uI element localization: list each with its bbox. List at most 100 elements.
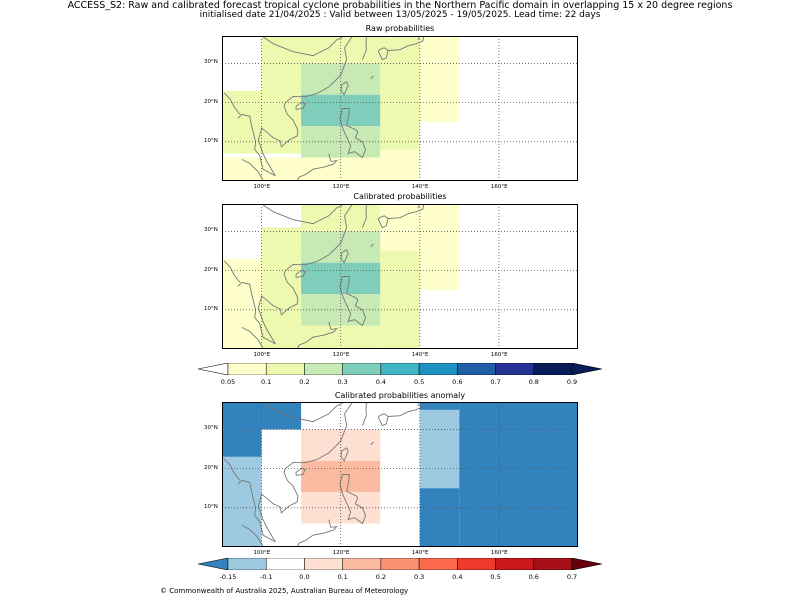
coastline-11: [388, 36, 425, 51]
colorbar-segment: [342, 363, 382, 375]
coastline-9: [361, 204, 367, 228]
colorbar-segment: [227, 558, 267, 570]
map-frame: [222, 402, 578, 547]
lon-tick-label: 120°E: [332, 550, 350, 556]
colorbar-segment: [265, 558, 305, 570]
colorbar-segment: [418, 558, 458, 570]
region-cell-5: [419, 51, 460, 123]
colorbar-tick-label: 0.0: [299, 573, 310, 581]
colorbar-segment: [227, 363, 267, 375]
coastline-1: [257, 204, 353, 345]
coastline-0: [261, 402, 345, 423]
coastline-1: [257, 402, 353, 543]
lon-tick-label: 160°E: [490, 352, 508, 358]
colorbar-over-arrow: [571, 558, 602, 570]
coastline-6: [340, 81, 349, 96]
lon-tick-label: 140°E: [411, 352, 429, 358]
coastline-12: [370, 441, 374, 446]
raw-probabilities-map: [222, 36, 578, 181]
coastline-12: [370, 75, 374, 80]
coastline-9: [361, 36, 367, 60]
colorbar-tick-label: 0.9: [566, 378, 578, 386]
colorbar-tick-label: 0.3: [413, 573, 425, 581]
lon-tick-label: 160°E: [490, 550, 508, 556]
coastline-0: [261, 204, 345, 225]
colorbar-segment: [495, 363, 535, 375]
lat-tick-label: 30°N: [204, 227, 218, 234]
colorbar-segment: [457, 363, 496, 375]
panel-title-calibrated: Calibrated probabilities: [353, 192, 447, 201]
colorbar-tick-label: 0.7: [490, 378, 501, 386]
colorbar-segment: [457, 558, 496, 570]
panel-title-anomaly: Calibrated probabilities anomaly: [334, 391, 466, 400]
coastline-6: [340, 249, 349, 264]
colorbar-segment: [533, 558, 573, 570]
colorbar-tick-label: 0.2: [299, 378, 310, 386]
colorbar-tick-label: 0.8: [528, 378, 539, 386]
region-cell-11: [380, 149, 420, 181]
colorbar-tick-label: 0.7: [566, 573, 578, 581]
colorbar-under-arrow: [198, 558, 229, 570]
colorbar-segment: [495, 558, 535, 570]
lon-tick-label: 160°E: [490, 184, 508, 190]
region-cell-7: [261, 251, 302, 349]
coastline-6: [340, 447, 349, 462]
region-cell-3: [301, 231, 381, 263]
region-cell-4: [380, 251, 420, 349]
lon-tick-label: 100°E: [253, 184, 271, 190]
colorbar-tick-label: 0.4: [375, 378, 387, 386]
coastline-4: [241, 326, 264, 349]
coastline-11: [388, 402, 425, 417]
lat-tick-label: 20°N: [204, 266, 218, 273]
copyright-footer: © Commonwealth of Australia 2025, Austra…: [160, 587, 409, 595]
region-cell-2: [261, 227, 302, 252]
colorbar-tick-label: 0.4: [452, 573, 463, 581]
colorbar-tick-label: 0.5: [490, 573, 501, 581]
coastline-4: [241, 524, 264, 547]
region-cell-7: [261, 83, 302, 154]
lon-tick-label: 140°E: [411, 184, 429, 190]
colorbar-tick-label: -0.1: [259, 573, 273, 581]
lat-tick-label: 10°N: [204, 137, 218, 144]
lat-tick-label: 20°N: [204, 464, 218, 471]
lon-tick-label: 140°E: [411, 550, 429, 556]
region-cell-10: [301, 325, 381, 349]
panel-title-raw: Raw probabilities: [365, 24, 435, 33]
region-cell-6: [222, 258, 262, 349]
region-cell-0: [301, 36, 381, 64]
lon-tick-label: 120°E: [332, 352, 350, 358]
colorbar-segment: [418, 363, 458, 375]
region-cell-2: [222, 456, 262, 547]
figure-subtitle: initialised date 21/04/2025 : Valid betw…: [199, 10, 601, 20]
coastline-11: [388, 204, 425, 219]
probability-colorbar: [198, 363, 602, 375]
colorbar-segment: [380, 558, 420, 570]
colorbar-segment: [533, 363, 573, 375]
lat-tick-label: 10°N: [204, 305, 218, 312]
region-cell-2: [261, 36, 302, 84]
calibrated-anomaly-map: [222, 402, 578, 547]
coastline-12: [370, 243, 374, 248]
map-frame: [222, 204, 578, 349]
coastline-8: [296, 321, 338, 349]
coastline-1: [257, 36, 353, 177]
lon-tick-label: 100°E: [253, 550, 271, 556]
region-cell-9: [419, 402, 460, 410]
coastline-0: [261, 36, 345, 57]
region-cell-3: [301, 63, 381, 95]
colorbar-over-arrow: [571, 363, 602, 375]
region-cell-3: [301, 429, 381, 461]
colorbar-tick-label: 0.1: [337, 573, 348, 581]
colorbar-segment: [380, 363, 420, 375]
region-cell-7: [459, 402, 578, 547]
coastline-7: [339, 108, 367, 159]
region-cell-0: [301, 204, 381, 232]
colorbar-tick-label: 0.2: [375, 573, 387, 581]
colorbar-tick-label: 0.3: [337, 378, 348, 386]
colorbar-tick-label: 0.05: [220, 378, 236, 386]
colorbar-segment: [265, 363, 305, 375]
region-cell-4: [380, 36, 420, 150]
region-cell-6: [222, 90, 262, 154]
colorbar-segment: [304, 363, 343, 375]
region-cell-1: [222, 429, 262, 457]
